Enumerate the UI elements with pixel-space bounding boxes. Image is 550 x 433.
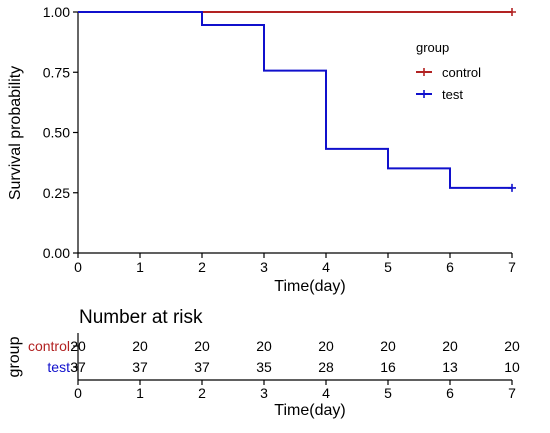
risk-x-tick-label: 2: [198, 385, 206, 401]
risk-row-test: test 37 37 37 35 28 16 13 10: [47, 359, 520, 375]
risk-cell: 20: [504, 338, 520, 354]
risk-x-tick-label: 1: [136, 385, 144, 401]
y-tick-label: 0.50: [43, 125, 70, 141]
legend-title: group: [416, 40, 449, 55]
survival-curve-test: [78, 11, 512, 189]
risk-x-tick-label: 5: [384, 385, 392, 401]
x-tick-label: 6: [446, 259, 454, 275]
x-tick-label: 3: [260, 259, 268, 275]
risk-row-label: test: [47, 359, 70, 375]
x-tick-label: 4: [322, 259, 330, 275]
y-tick-label: 0.00: [43, 245, 70, 261]
risk-x-tick-label: 0: [74, 385, 82, 401]
risk-table-title: Number at risk: [79, 307, 203, 328]
risk-cell: 37: [194, 359, 210, 375]
risk-cell: 35: [256, 359, 272, 375]
risk-cell: 10: [504, 359, 520, 375]
risk-cell: 20: [132, 338, 148, 354]
x-tick-label: 2: [198, 259, 206, 275]
risk-x-tick-label: 4: [322, 385, 330, 401]
legend-item-control: control: [416, 65, 481, 80]
risk-x-axis-title: Time(day): [274, 402, 345, 419]
x-tick-label: 5: [384, 259, 392, 275]
risk-x-ticks: 0 1 2 3 4 5 6 7: [74, 380, 516, 401]
y-ticks: 0.00 0.25 0.50 0.75 1.00: [43, 4, 78, 261]
risk-y-axis-title: group: [6, 336, 23, 377]
x-tick-label: 0: [74, 259, 82, 275]
x-axis-title: Time(day): [274, 278, 345, 295]
risk-cell: 37: [70, 359, 86, 375]
risk-cell: 20: [442, 338, 458, 354]
y-tick-label: 0.25: [43, 185, 70, 201]
risk-cell: 20: [380, 338, 396, 354]
y-axis-title: Survival probability: [7, 66, 24, 200]
y-tick-label: 0.75: [43, 64, 70, 80]
x-ticks: 0 1 2 3 4 5 6 7: [74, 253, 516, 275]
risk-cell: 37: [132, 359, 148, 375]
x-tick-label: 1: [136, 259, 144, 275]
legend-label: control: [442, 65, 481, 80]
risk-x-tick-label: 3: [260, 385, 268, 401]
kaplan-meier-plot: 0.00 0.25 0.50 0.75 1.00 0 1 2 3 4 5 6 7 Survival p…: [7, 4, 516, 295]
risk-x-tick-label: 7: [508, 385, 516, 401]
censor-mark-control: [508, 8, 516, 16]
legend-label: test: [442, 87, 463, 102]
risk-cell: 20: [256, 338, 272, 354]
legend-item-test: test: [416, 87, 463, 102]
censor-mark-test: [508, 183, 516, 192]
risk-cell: 16: [380, 359, 396, 375]
risk-x-tick-label: 6: [446, 385, 454, 401]
y-tick-label: 1.00: [43, 4, 70, 20]
risk-cell: 13: [442, 359, 458, 375]
risk-cell: 20: [70, 338, 86, 354]
risk-cell: 20: [318, 338, 334, 354]
legend: group control test: [416, 40, 481, 102]
risk-row-label: control: [28, 338, 70, 354]
risk-cell: 20: [194, 338, 210, 354]
risk-cell: 28: [318, 359, 334, 375]
legend-items: control test: [416, 65, 481, 102]
survival-curves: [78, 8, 516, 192]
x-tick-label: 7: [508, 259, 516, 275]
number-at-risk-table: Number at risk control 20 20 20 20 20 20 20 20te…: [6, 307, 520, 419]
risk-row-control: control 20 20 20 20 20 20 20 20: [28, 338, 520, 354]
